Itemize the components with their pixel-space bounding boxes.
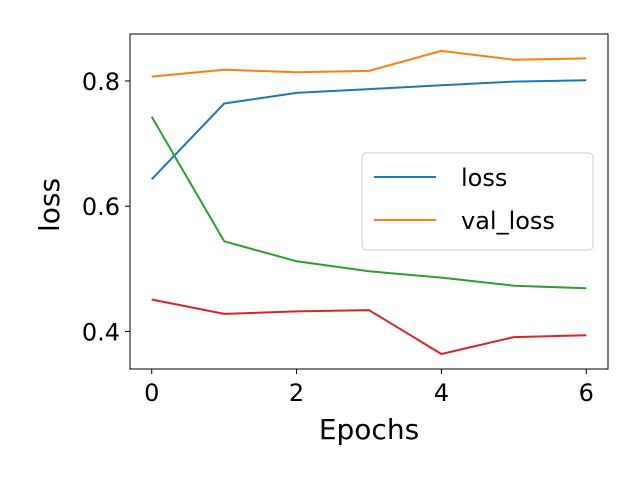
series-line-loss	[150, 79, 587, 180]
y-tick-label: 0.4	[82, 318, 120, 346]
x-tick-label: 2	[289, 379, 304, 407]
x-tick-label: 4	[434, 379, 449, 407]
legend-label-val-loss: val_loss	[461, 207, 555, 235]
x-tick-label: 6	[579, 379, 594, 407]
y-axis-ticks: 0.4 0.6 0.8	[82, 68, 130, 346]
legend-label-loss: loss	[461, 164, 507, 192]
y-axis-label: loss	[33, 178, 66, 232]
series-line-series-3	[150, 116, 587, 290]
legend: loss val_loss	[361, 152, 594, 251]
y-tick-label: 0.6	[82, 193, 120, 221]
x-axis-label: Epochs	[319, 413, 419, 446]
series-line-series-4	[151, 298, 587, 355]
series-line-val-loss	[151, 49, 587, 78]
x-tick-label: 0	[144, 379, 159, 407]
plot-frame	[129, 33, 609, 370]
series-layer	[150, 49, 587, 355]
y-tick-label: 0.8	[82, 68, 120, 96]
x-axis-ticks: 0 2 4 6	[144, 369, 594, 407]
